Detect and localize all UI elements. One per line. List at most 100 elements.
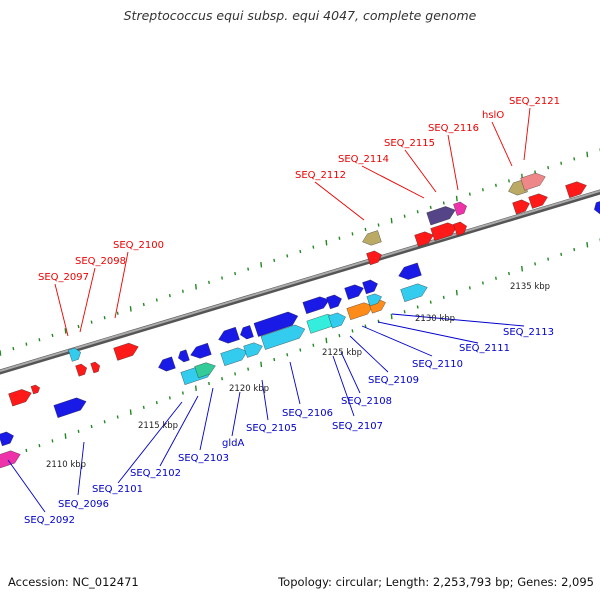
gene-labels: SEQ_2097 SEQ_2098 SEQ_2100 SEQ_2112 SEQ_2114… [24, 96, 560, 526]
gene-arrow [362, 279, 378, 295]
gene-label: SEQ_2100 [113, 240, 164, 251]
label-leader [314, 181, 365, 221]
tick-mark [299, 249, 302, 254]
label-leader [491, 121, 513, 167]
gene-arrow [520, 172, 546, 191]
gene-arrow [528, 193, 548, 209]
gene-arrow [178, 349, 190, 363]
gene-label: gldA [222, 438, 244, 449]
tick-mark [116, 415, 119, 419]
genome-summary: Topology: circular; Length: 2,253,793 bp… [278, 575, 594, 589]
tick-mark [338, 334, 341, 338]
tick-mark [116, 311, 119, 315]
tick-mark [534, 262, 537, 266]
gene-arrow [326, 294, 342, 310]
gene-arrow [453, 201, 467, 216]
tick-mark [312, 343, 315, 347]
tick-mark [247, 367, 250, 371]
gene-arrow [366, 250, 382, 266]
label-leader [340, 351, 361, 394]
tick-mark [521, 265, 524, 272]
label-leader [332, 355, 355, 417]
label-leader [231, 391, 241, 437]
gene-arrow [8, 389, 32, 407]
tick-mark [416, 210, 419, 214]
gene-label: SEQ_2115 [384, 138, 435, 149]
gene-label: SEQ_2114 [338, 154, 389, 165]
gene-label: SEQ_2121 [509, 96, 560, 107]
tick-mark [38, 338, 41, 342]
gene-label: SEQ_2109 [368, 375, 419, 386]
gene-arrow [75, 363, 87, 377]
label-leaders [7, 107, 531, 513]
tick-mark [325, 239, 328, 246]
gene-label: SEQ_2106 [282, 408, 333, 419]
scale-labels: 2110 kbp 2115 kbp 2120 kbp 2125 kbp 2130 kbp… [46, 282, 550, 470]
tick-mark [560, 161, 563, 165]
tick-mark [208, 381, 210, 386]
tick-mark [429, 205, 432, 210]
label-leader [261, 379, 269, 421]
tick-mark [247, 267, 250, 271]
label-leader [117, 401, 183, 484]
gene-label: SEQ_2098 [75, 256, 126, 267]
map-title: Streptococcus equi subsp. equi 4047, com… [123, 8, 477, 23]
tick-mark [90, 320, 93, 324]
tick-mark [25, 342, 28, 346]
tick-mark [286, 353, 289, 357]
label-leader [289, 361, 301, 405]
tick-mark [481, 188, 484, 192]
gene-arrow [346, 302, 374, 320]
tick-mark [260, 361, 263, 368]
tick-marks [0, 148, 600, 463]
tick-mark [468, 192, 471, 196]
gene-arrow [430, 222, 458, 241]
tick-mark [51, 439, 54, 443]
tick-mark [273, 258, 276, 262]
tick-mark [573, 247, 576, 252]
tick-mark [181, 391, 184, 395]
tick-mark [403, 310, 406, 314]
tick-mark [208, 280, 210, 285]
gene-arrow [90, 361, 100, 374]
gene-arrow [400, 283, 428, 302]
gene-label: SEQ_2112 [295, 170, 346, 181]
label-leader [7, 459, 46, 513]
tick-mark [390, 313, 393, 320]
label-leader [377, 321, 479, 344]
tick-mark [260, 261, 263, 268]
tick-mark [416, 305, 419, 309]
tick-mark [403, 214, 406, 218]
tick-mark [325, 337, 328, 344]
tick-mark [455, 195, 458, 202]
gene-arrow [68, 347, 81, 362]
tick-mark [103, 316, 106, 320]
tick-mark [586, 151, 589, 158]
tick-mark [286, 254, 289, 258]
gene-arrow [0, 450, 21, 469]
gene-arrow [243, 342, 263, 358]
gene-arrow [30, 384, 40, 395]
gene-arrow [414, 231, 434, 247]
gene-label: hslO [482, 110, 504, 121]
tick-mark [103, 420, 106, 424]
tick-mark [547, 257, 550, 261]
gene-arrow [194, 362, 216, 379]
gene-arrow [366, 293, 382, 307]
tick-mark [142, 302, 145, 307]
label-leader [349, 335, 389, 373]
tick-mark [586, 242, 589, 248]
tick-mark [547, 166, 550, 170]
gene-arrow [362, 230, 382, 246]
tick-mark [364, 324, 367, 328]
tick-mark [351, 232, 354, 236]
label-leader [114, 251, 129, 319]
gene-arrow [426, 206, 456, 226]
tick-mark [494, 276, 497, 280]
tick-mark [455, 289, 458, 296]
tick-mark [38, 444, 41, 448]
label-leader [523, 107, 531, 161]
scale-label: 2130 kbp [415, 314, 455, 324]
gene-label: SEQ_2113 [503, 327, 554, 338]
